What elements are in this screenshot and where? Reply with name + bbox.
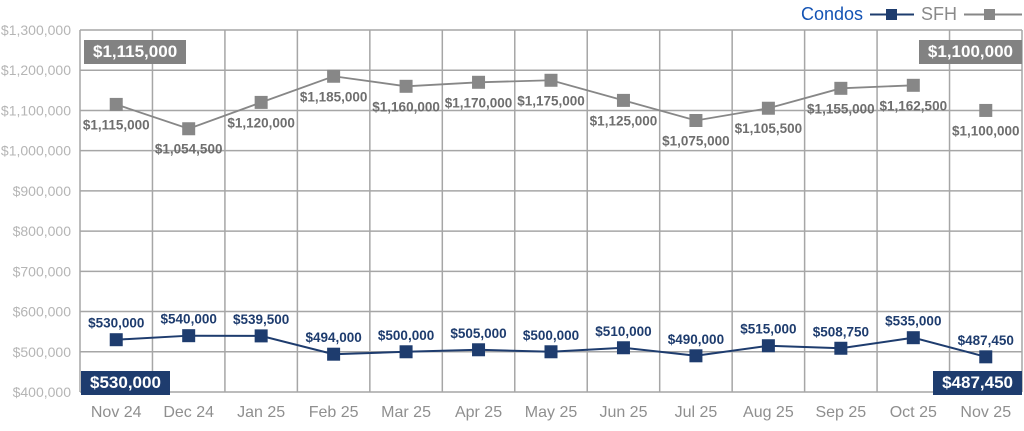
condos-marker xyxy=(616,341,630,355)
condos-point-label: $530,000 xyxy=(88,316,144,331)
sfh-marker xyxy=(182,122,196,136)
x-axis-label: Feb 25 xyxy=(309,404,359,421)
x-axis-label: Jul 25 xyxy=(675,404,718,421)
condos-point-label: $500,000 xyxy=(378,328,434,343)
sfh-point-label: $1,054,500 xyxy=(155,142,223,157)
sfh-point-label: $1,100,000 xyxy=(952,123,1020,138)
condos-point-label: $505,000 xyxy=(450,326,506,341)
x-axis-label: Jan 25 xyxy=(237,404,285,421)
sfh-marker xyxy=(472,75,486,89)
condos-point-label: $510,000 xyxy=(595,324,651,339)
condos-marker xyxy=(689,349,703,363)
sfh-marker xyxy=(689,114,703,127)
y-axis-tick-label: $800,000 xyxy=(13,223,72,239)
condos-marker xyxy=(544,345,558,359)
sfh-marker xyxy=(109,97,123,111)
condos-marker xyxy=(254,329,268,343)
sfh-marker xyxy=(254,95,268,109)
sfh-legend-square xyxy=(984,9,995,20)
condos-point-label: $487,450 xyxy=(958,333,1014,348)
callout-sfh-last-value: $1,100,000 xyxy=(918,40,1022,64)
y-axis-tick-label: $1,100,000 xyxy=(1,102,71,118)
condos-point-label: $540,000 xyxy=(161,312,217,327)
sfh-marker xyxy=(616,93,630,107)
y-axis-tick-label: $1,000,000 xyxy=(1,143,71,159)
condos-legend-square xyxy=(886,9,897,20)
sfh-marker xyxy=(399,79,413,93)
sfh-point-label: $1,120,000 xyxy=(227,115,295,130)
y-axis-tick-label: $400,000 xyxy=(13,384,72,400)
sfh-marker xyxy=(761,101,775,115)
condos-point-label: $500,000 xyxy=(523,328,579,343)
legend-label-sfh: SFH xyxy=(921,4,957,24)
condos-marker xyxy=(182,329,196,343)
y-axis-tick-label: $600,000 xyxy=(13,304,72,320)
x-axis-label: Mar 25 xyxy=(381,404,431,421)
sfh-point-label: $1,170,000 xyxy=(445,95,513,110)
y-axis-tick-label: $500,000 xyxy=(13,344,72,360)
sfh-marker xyxy=(906,78,920,92)
sfh-point-label: $1,162,500 xyxy=(880,98,948,113)
sfh-series-marker-icon xyxy=(964,9,1022,20)
x-axis-label: Sep 25 xyxy=(815,404,866,421)
x-axis-label: Nov 24 xyxy=(91,404,142,421)
sfh-point-label: $1,075,000 xyxy=(662,134,730,149)
sfh-line xyxy=(115,75,914,130)
chart-legend: Condos SFH xyxy=(801,4,1022,25)
y-axis-tick-label: $700,000 xyxy=(13,263,72,279)
condos-point-label: $539,500 xyxy=(233,312,289,327)
condos-marker xyxy=(761,339,775,353)
sfh-marker xyxy=(327,69,341,83)
sfh-point-label: $1,185,000 xyxy=(300,89,368,104)
sfh-point-label: $1,160,000 xyxy=(372,99,440,114)
callout-condos-first-value: $530,000 xyxy=(81,371,170,395)
condos-point-label: $535,000 xyxy=(885,314,941,329)
x-axis-label: Nov 25 xyxy=(960,404,1011,421)
sfh-marker xyxy=(834,81,848,95)
x-axis-label: Apr 25 xyxy=(455,404,502,421)
y-axis-tick-label: $1,200,000 xyxy=(1,62,71,78)
sfh-marker xyxy=(544,73,558,87)
condos-point-label: $515,000 xyxy=(740,322,796,337)
condos-point-label: $508,750 xyxy=(813,324,869,339)
condos-marker xyxy=(834,341,848,355)
x-axis-label: Dec 24 xyxy=(163,404,214,421)
y-axis-tick-label: $900,000 xyxy=(13,183,72,199)
condos-marker xyxy=(979,350,993,364)
condos-point-label: $494,000 xyxy=(305,330,361,345)
legend-label-condos: Condos xyxy=(800,4,863,24)
x-axis-label: Oct 25 xyxy=(890,404,937,421)
condos-series-marker-icon xyxy=(870,9,914,20)
callout-condos-last-value: $487,450 xyxy=(933,371,1022,395)
sfh-point-label: $1,175,000 xyxy=(517,93,585,108)
condos-marker xyxy=(327,347,341,361)
sfh-point-label: $1,125,000 xyxy=(590,113,658,128)
sfh-point-label: $1,155,000 xyxy=(807,101,875,116)
sfh-point-label: $1,105,500 xyxy=(735,121,803,136)
condos-marker xyxy=(472,343,486,357)
sfh-point-label: $1,115,000 xyxy=(83,117,150,132)
condos-marker xyxy=(906,331,920,345)
x-axis-label: May 25 xyxy=(525,404,578,421)
condos-marker xyxy=(109,333,123,347)
sfh-marker xyxy=(979,103,993,117)
y-axis-tick-label: $1,300,000 xyxy=(1,22,71,38)
x-axis-label: Jun 25 xyxy=(599,404,647,421)
condos-marker xyxy=(399,345,413,359)
callout-sfh-first-value: $1,115,000 xyxy=(84,40,187,64)
condos-point-label: $490,000 xyxy=(668,332,724,347)
x-axis-label: Aug 25 xyxy=(743,404,794,421)
